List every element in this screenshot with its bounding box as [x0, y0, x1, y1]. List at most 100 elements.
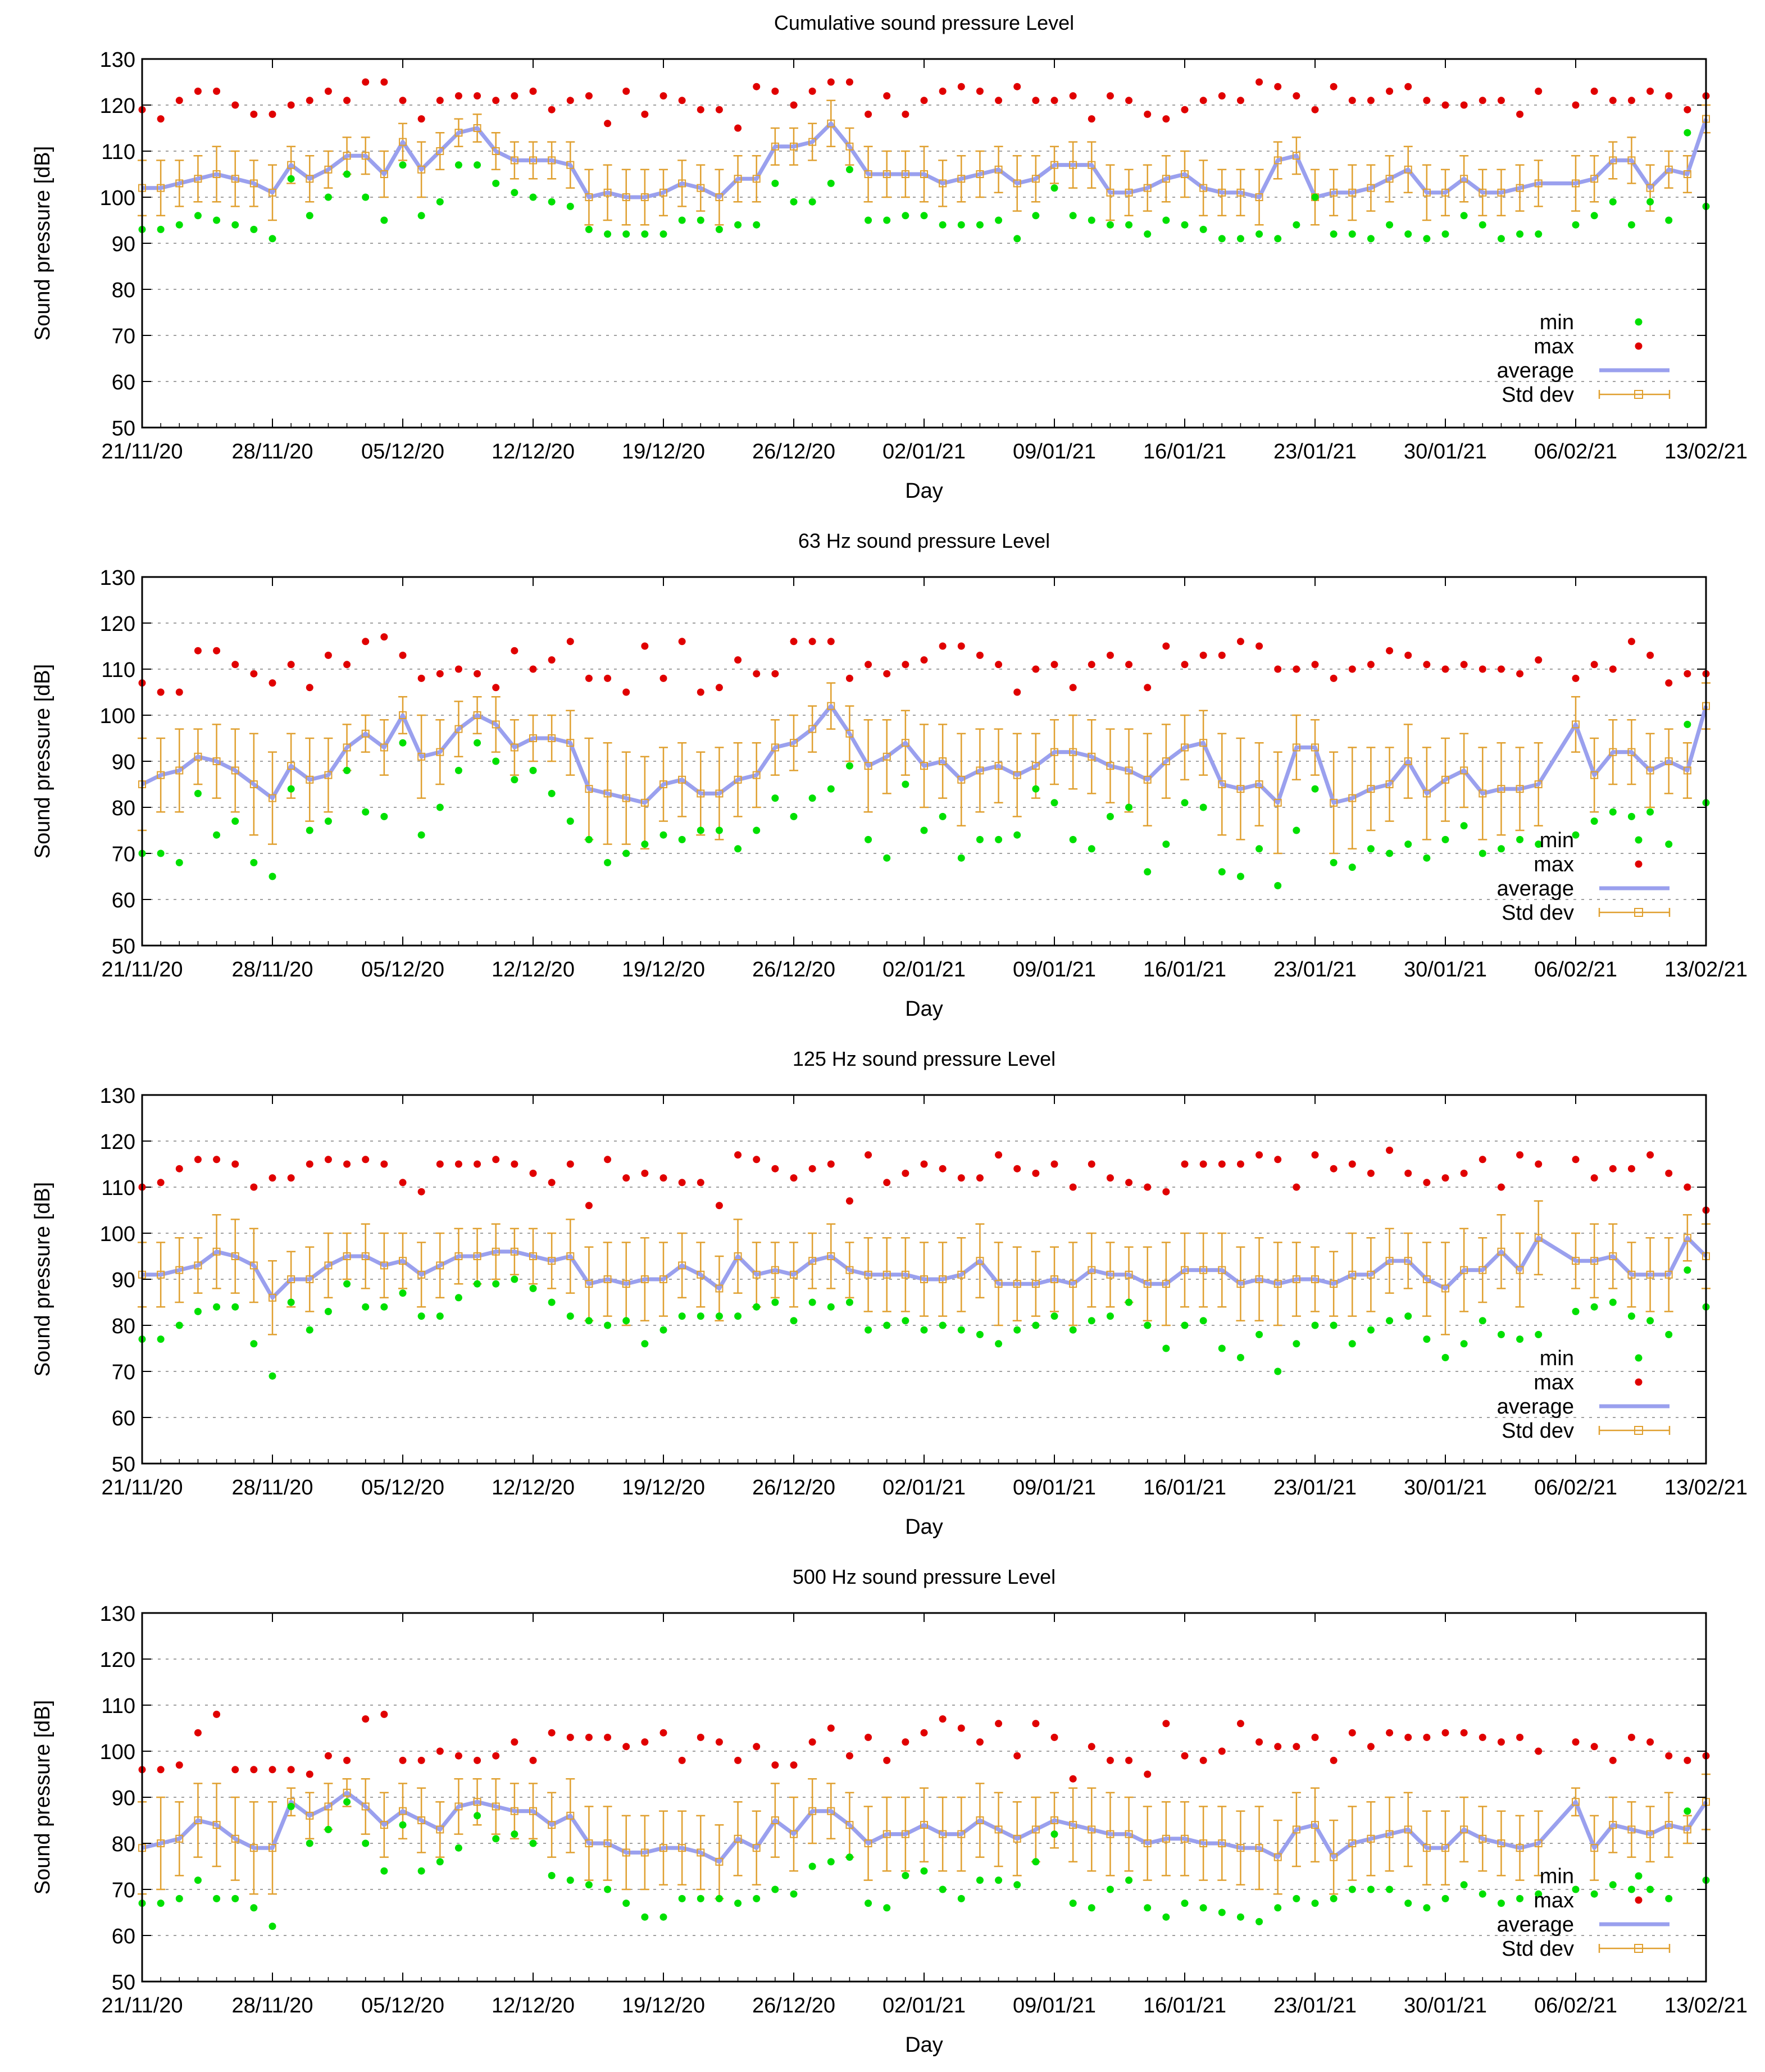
max-point — [920, 97, 928, 104]
x-tick-label: 12/12/20 — [492, 440, 575, 464]
average-point — [771, 142, 779, 151]
min-point — [1106, 812, 1114, 820]
x-tick-label: 26/12/20 — [752, 440, 835, 464]
max-point — [1088, 115, 1095, 123]
average-point — [194, 1261, 202, 1270]
x-axis-label: Day — [905, 2033, 943, 2057]
y-tick-label: 50 — [112, 1971, 135, 1994]
average-point — [1162, 1280, 1170, 1288]
min-point — [231, 1894, 239, 1902]
max-point — [380, 78, 388, 86]
max-point — [845, 1197, 853, 1205]
average-point — [175, 1266, 184, 1274]
min-point — [697, 826, 704, 834]
max-point — [659, 92, 667, 100]
average-point — [1609, 748, 1617, 756]
min-point — [1441, 230, 1449, 238]
max-point — [1627, 97, 1635, 104]
average-point — [771, 1816, 779, 1824]
average-point — [827, 702, 835, 710]
max-point — [1144, 684, 1152, 692]
min-point — [659, 831, 667, 839]
max-point — [454, 1752, 462, 1760]
average-point — [1664, 1270, 1673, 1279]
min-point — [213, 1303, 221, 1311]
min-point — [436, 803, 444, 811]
max-point — [1367, 1169, 1375, 1177]
max-point — [1590, 1174, 1598, 1182]
average-point — [1236, 188, 1245, 197]
average-point — [1609, 1252, 1617, 1260]
average-point — [957, 175, 966, 183]
max-point — [1330, 1165, 1338, 1173]
plot-frame — [141, 576, 1707, 947]
average-point — [808, 138, 817, 146]
min-point — [1386, 849, 1394, 857]
min-point — [622, 1317, 630, 1325]
min-point — [845, 762, 853, 770]
max-point — [1088, 661, 1095, 669]
legend-marker-min — [1635, 1354, 1643, 1362]
legend-marker-min — [1635, 1872, 1643, 1880]
min-point — [343, 170, 351, 178]
min-point — [976, 835, 984, 843]
average-point — [1646, 766, 1654, 775]
average-point — [1162, 175, 1170, 183]
max-point — [1032, 665, 1040, 673]
legend-label: min — [1540, 311, 1574, 334]
average-point — [1422, 1275, 1431, 1283]
y-tick-label: 60 — [112, 889, 135, 912]
min-point — [1572, 1885, 1580, 1893]
min-point — [957, 1894, 965, 1902]
average-point — [1367, 184, 1375, 192]
y-tick-label: 80 — [112, 797, 135, 820]
average-point — [1069, 1821, 1077, 1829]
max-point — [585, 674, 593, 682]
max-point — [902, 110, 909, 118]
max-point — [939, 1715, 947, 1723]
min-point — [566, 1876, 574, 1884]
max-point — [1479, 97, 1486, 104]
min-point — [380, 1867, 388, 1875]
min-point — [622, 849, 630, 857]
min-point — [1032, 785, 1040, 793]
y-tick-label: 80 — [112, 1315, 135, 1338]
x-tick-label: 09/01/21 — [1013, 440, 1096, 464]
max-point — [474, 92, 481, 100]
min-point — [1684, 1807, 1691, 1815]
max-point — [790, 101, 798, 109]
max-point — [399, 1756, 407, 1764]
max-point — [175, 688, 183, 696]
x-axis-label: Day — [905, 1515, 943, 1539]
average-point — [1273, 1280, 1282, 1288]
min-point — [417, 831, 425, 839]
average-point — [734, 775, 742, 784]
min-point — [1348, 864, 1356, 871]
min-point — [194, 1876, 202, 1884]
average-point — [492, 1247, 500, 1256]
y-tick-label: 110 — [101, 140, 135, 164]
max-point — [678, 1179, 686, 1187]
min-point — [1311, 1321, 1319, 1329]
max-point — [659, 1729, 667, 1737]
x-tick-label: 13/02/21 — [1664, 1994, 1748, 2018]
average-point — [231, 1252, 239, 1260]
average-point — [697, 1848, 705, 1857]
max-point — [585, 1733, 593, 1741]
min-point — [1088, 845, 1095, 853]
min-point — [1274, 1367, 1282, 1375]
average-point — [1255, 1844, 1263, 1852]
x-tick-label: 21/11/20 — [101, 1476, 183, 1500]
average-point — [269, 188, 276, 197]
min-point — [175, 1321, 183, 1329]
max-point — [1497, 1738, 1505, 1746]
min-point — [175, 858, 183, 866]
min-point — [715, 1312, 723, 1320]
average-point — [1627, 1825, 1636, 1834]
max-point — [604, 1156, 612, 1164]
average-point — [399, 1807, 407, 1815]
legend-label: max — [1534, 1889, 1574, 1912]
min-point — [324, 1825, 332, 1833]
average-point — [920, 762, 928, 770]
average-point — [1367, 785, 1375, 793]
